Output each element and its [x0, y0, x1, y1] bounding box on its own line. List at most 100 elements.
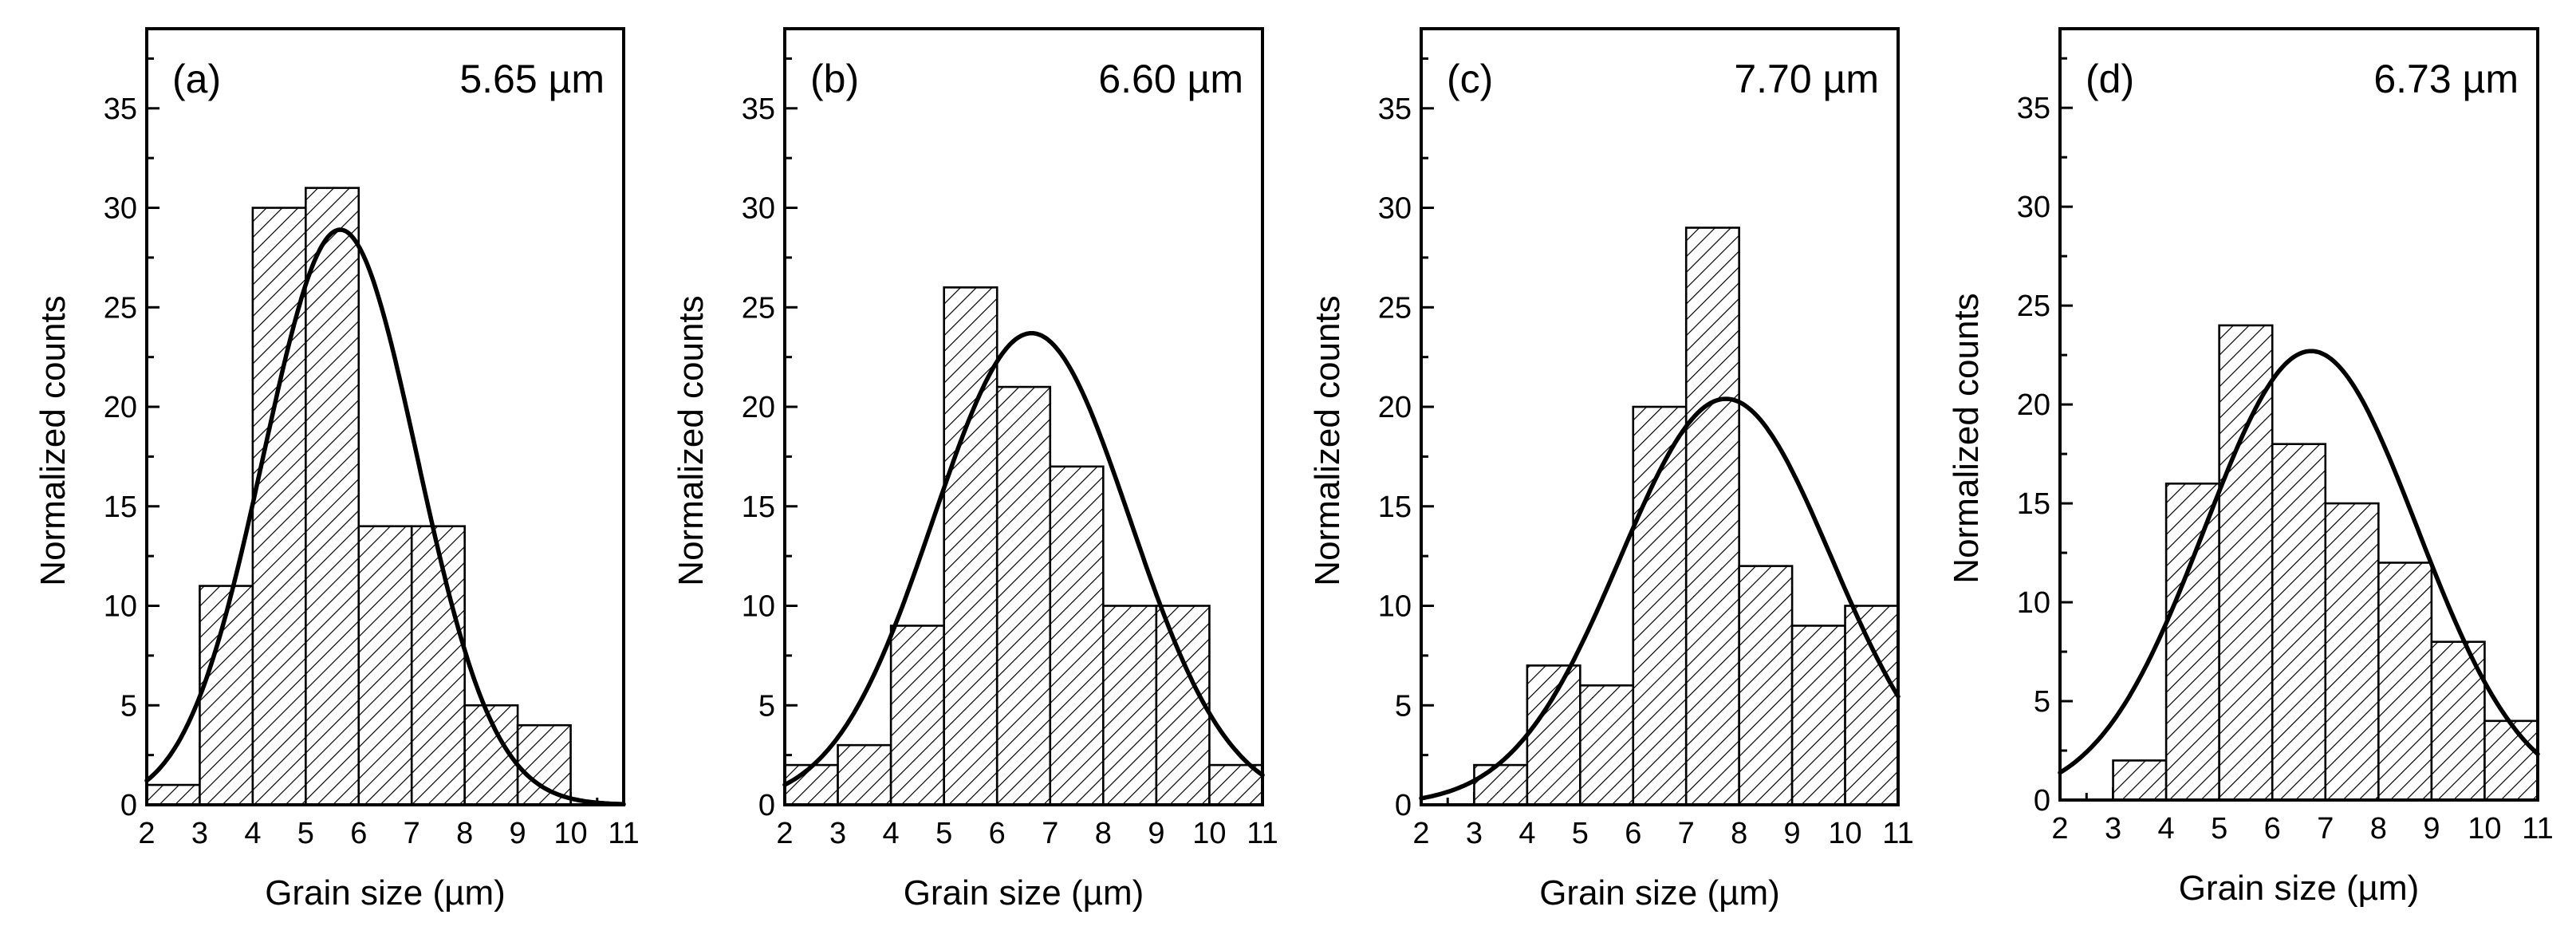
panel-d-x-tick-label: 10: [2468, 812, 2501, 845]
panel-d-x-tick-label: 3: [2105, 812, 2121, 845]
panel-d-x-tick-label: 6: [2264, 812, 2281, 845]
panel-c-bar-3: [1579, 684, 1635, 806]
panel-a-mean-annotation: 5.65 µm: [459, 57, 605, 101]
panel-b-y-tick-label: 35: [742, 93, 775, 126]
panel-b-mean-annotation: 6.60 µm: [1098, 57, 1243, 101]
panel-c-y-tick-label: 25: [1378, 291, 1412, 325]
panel-c-frame: [1420, 27, 1900, 806]
panel-a-x-axis-label: Grain size (µm): [265, 873, 506, 912]
panel-c-y-axis-label: Normalized counts: [1308, 295, 1347, 585]
panel-d-x-tick-label: 4: [2158, 812, 2175, 845]
panel-b-bar-7: [1102, 605, 1158, 806]
panel-a-x-tick-labels: 2 3 4 5 6 7 8 9 10 11: [138, 817, 639, 850]
panel-b-gaussian-fit: [782, 330, 1265, 787]
panel-b-x-tick-label: 9: [1148, 817, 1164, 850]
panel-a-y-tick-label: 10: [104, 590, 137, 624]
panel-a-bar-5: [357, 525, 413, 806]
panel-d-y-tick-label: 15: [2017, 487, 2050, 521]
panel-b-x-tick-label: 8: [1095, 817, 1112, 850]
panel-a-label: (a): [172, 57, 221, 101]
panel-b-x-axis-label: Grain size (µm): [904, 873, 1144, 912]
panel-b-x-tick-label: 10: [1192, 817, 1226, 850]
panel-c-mean-annotation: 7.70 µm: [1734, 57, 1879, 101]
panel-a-x-tick-label: 2: [138, 817, 155, 850]
panel-d-y-tick-labels: 0 5 10 15 20 25 30 35: [2017, 92, 2050, 818]
panel-a-x-tick-label: 7: [404, 817, 420, 850]
panel-a-bar-4: [305, 187, 360, 806]
panel-b-y-tick-label: 25: [742, 291, 775, 325]
panel-a-y-axis-label: Normalized counts: [33, 295, 73, 585]
panel-d-label: (d): [2086, 57, 2134, 101]
panel-a-bar-8: [516, 723, 572, 806]
panel-c-x-tick-labels: 2 3 4 5 6 7 8 9 10 11: [1412, 817, 1913, 850]
panel-d-x-axis-label: Grain size (µm): [2179, 869, 2420, 908]
panel-c-bar-6: [1738, 565, 1794, 806]
panel-c-gaussian-fit: [1419, 396, 1900, 801]
panel-c-label: (c): [1447, 57, 1493, 101]
panel-a-x-tick-label: 6: [350, 817, 367, 850]
panel-a-x-tick-label: 4: [244, 817, 261, 850]
panel-a-y-tick-label: 25: [104, 291, 137, 325]
panel-c-y-tick-label: 5: [1395, 689, 1412, 723]
panel-c-y-tick-label: 20: [1378, 391, 1412, 424]
panel-d-y-tick-label: 10: [2017, 586, 2050, 620]
panel-d-y-tick-label: 25: [2017, 290, 2050, 323]
panel-c-x-tick-label: 6: [1625, 817, 1641, 850]
panel-c-x-tick-label: 9: [1784, 817, 1801, 850]
panel-d-y-tick-label: 30: [2017, 191, 2050, 224]
panel-a-x-tick-label: 9: [510, 817, 526, 850]
panel-d-x-tick-label: 9: [2423, 812, 2440, 845]
panel-b-x-tick-label: 7: [1042, 817, 1058, 850]
panel-b-bar-1: [783, 763, 839, 806]
panel-c-bar-2: [1526, 664, 1581, 806]
panel-c-x-tick-label: 5: [1572, 817, 1589, 850]
panel-c-x-tick-label: 10: [1828, 817, 1861, 850]
panel-c-bar-1: [1473, 763, 1529, 806]
panel-c-x-tick-label: 2: [1412, 817, 1429, 850]
panel-d-bars: [2112, 324, 2539, 802]
panel-d-y-tick-label: 5: [2034, 685, 2050, 719]
panel-b-y-tick-label: 5: [758, 689, 775, 723]
panel-d-x-tick-label: 7: [2317, 812, 2334, 845]
panel-b-y-axis-label: Normalized counts: [672, 295, 711, 585]
panel-b-bar-5: [995, 385, 1052, 806]
panel-a-x-tick-label: 5: [297, 817, 314, 850]
panel-a-bars: [145, 187, 572, 806]
panel-b-y-tick-label: 15: [742, 491, 775, 524]
panel-a-x-tick-label: 10: [553, 817, 587, 850]
panel-a-x-tick-label: 8: [456, 817, 473, 850]
panel-a-bar-6: [410, 525, 466, 806]
panel-c-y-tick-label: 10: [1378, 590, 1412, 624]
panel-d-bar-6: [2377, 562, 2433, 802]
panel-b-x-tick-label: 11: [1247, 817, 1278, 850]
panel-c-bar-8: [1844, 605, 1900, 806]
panel-d-x-tick-label: 8: [2370, 812, 2387, 845]
panel-a-y-tick-label: 20: [104, 391, 137, 424]
panel-a-y-tick-label: 15: [104, 491, 137, 524]
panel-d-y-tick-label: 35: [2017, 92, 2050, 125]
panel-b-y-tick-label: 20: [742, 391, 775, 424]
panel-b-y-tick-label: 30: [742, 192, 775, 226]
panel-d-x-tick-labels: 2 3 4 5 6 7 8 9 10 11: [2051, 812, 2553, 845]
panel-d-x-tick-label: 5: [2211, 812, 2227, 845]
panel-b-x-tick-label: 5: [935, 817, 952, 850]
panel-d-bar-1: [2112, 759, 2168, 802]
panel-c-x-axis-label: Grain size (µm): [1539, 873, 1780, 912]
panel-b-y-tick-labels: 0 5 10 15 20 25 30 35: [742, 93, 775, 822]
panel-c-bar-7: [1790, 625, 1846, 806]
panel-a-x-tick-label: 11: [608, 817, 639, 850]
panel-b-y-tick-label: 0: [758, 789, 775, 822]
panel-d-bar-3: [2218, 324, 2274, 802]
panel-b-bar-6: [1049, 465, 1105, 806]
panel-b-bar-3: [889, 625, 945, 806]
panel-c-bar-5: [1684, 227, 1740, 806]
panel-b-x-tick-labels: 2 3 4 5 6 7 8 9 10 11: [776, 817, 1278, 850]
panel-b-y-tick-label: 10: [742, 590, 775, 624]
panel-b-bar-9: [1208, 763, 1264, 806]
panel-d-frame: [2058, 27, 2539, 802]
